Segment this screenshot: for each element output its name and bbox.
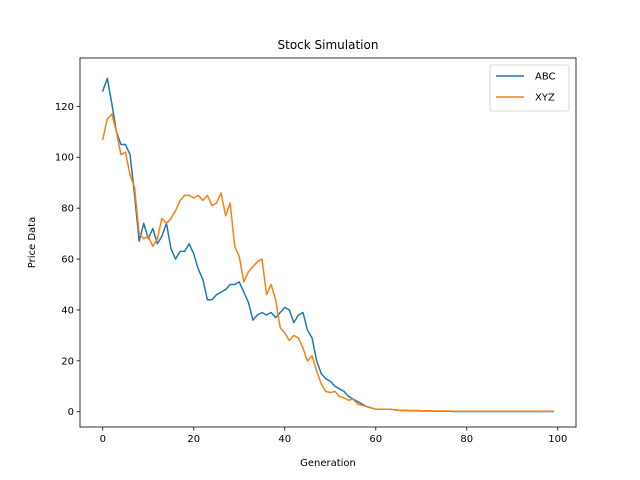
x-tick-label: 20 — [187, 434, 200, 445]
x-tick-label: 80 — [460, 434, 473, 445]
series-line-xyz — [101, 113, 554, 412]
x-tick-label: 60 — [369, 434, 382, 445]
y-axis-label: Price Data — [27, 217, 38, 268]
x-axis: 0 20 40 60 80 100 — [100, 427, 567, 445]
y-tick-label: 60 — [61, 255, 74, 266]
x-tick-label: 0 — [100, 434, 106, 445]
y-tick-label: 20 — [61, 356, 74, 367]
legend-label-abc: ABC — [535, 72, 556, 83]
y-tick-label: 0 — [68, 407, 74, 418]
legend-box — [489, 64, 570, 112]
y-tick-label: 120 — [55, 102, 74, 113]
y-tick-label: 40 — [61, 305, 74, 316]
legend: ABC XYZ — [489, 64, 570, 112]
legend-label-xyz: XYZ — [535, 93, 555, 104]
plot-background — [80, 58, 576, 427]
y-axis: 0 20 40 60 80 100 120 — [55, 102, 80, 418]
x-axis-label: Generation — [300, 458, 356, 469]
plot-area — [79, 57, 577, 428]
y-tick-label: 100 — [55, 153, 74, 164]
y-tick-label: 80 — [61, 204, 74, 215]
x-tick-label: 100 — [548, 434, 567, 445]
plot-frame — [79, 57, 577, 428]
chart-title: Stock Simulation — [278, 38, 379, 52]
x-tick-label: 40 — [278, 434, 291, 445]
series-layer — [101, 77, 554, 413]
